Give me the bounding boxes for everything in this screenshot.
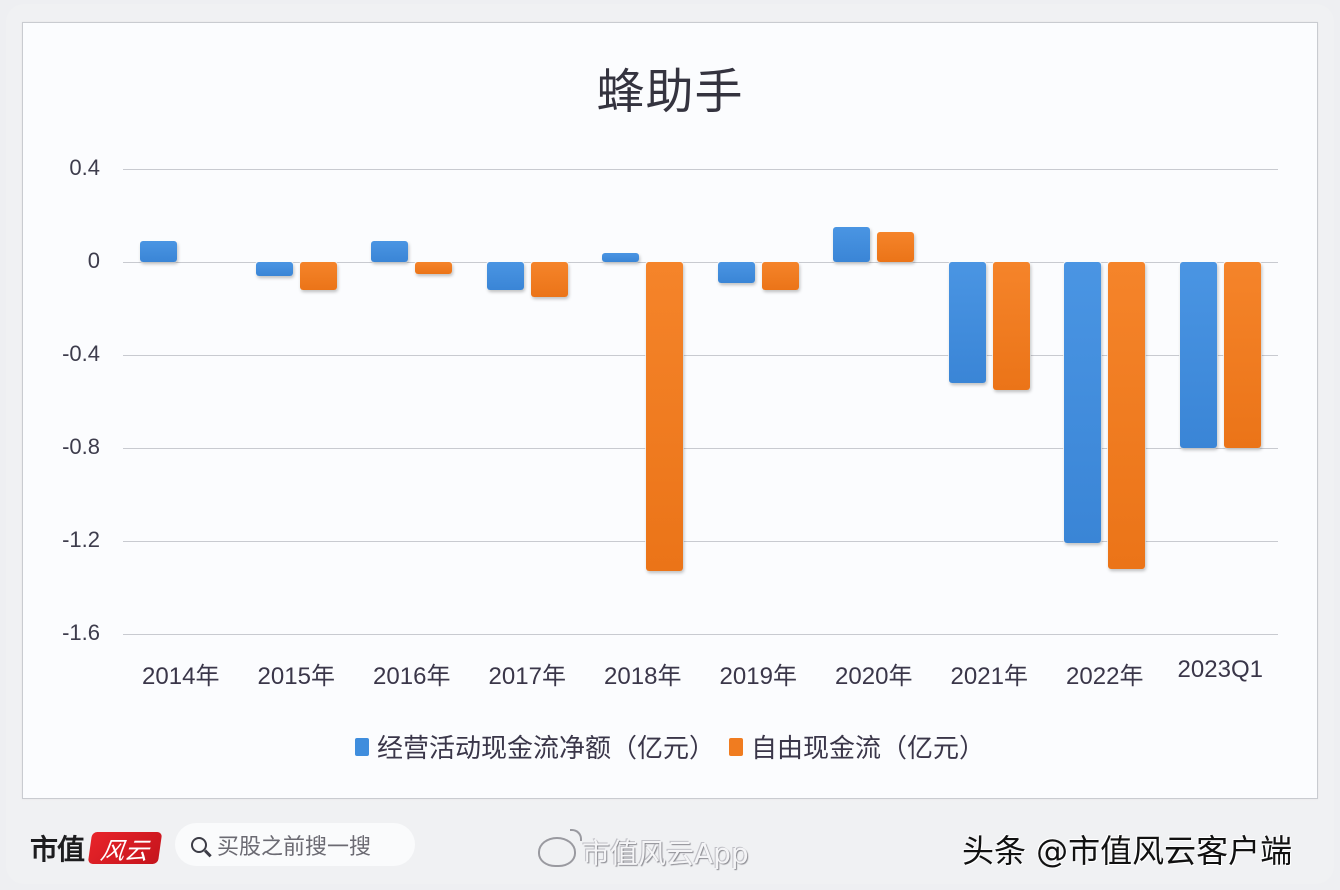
search-icon <box>191 836 207 853</box>
bar-free-cash-flow <box>1108 262 1146 569</box>
bar-operating-cash-flow <box>371 241 409 262</box>
x-tick-label: 2016年 <box>373 663 451 690</box>
x-tick-label: 2015年 <box>257 663 335 690</box>
gridline <box>123 634 1278 635</box>
gridline <box>123 541 1278 542</box>
x-tick-label: 2019年 <box>719 663 797 690</box>
bar-free-cash-flow <box>761 262 799 290</box>
x-tick-label: 2017年 <box>488 663 566 690</box>
y-tick-label: -0.8 <box>62 434 100 459</box>
y-tick-label: 0.4 <box>69 155 100 180</box>
x-tick-label: 2022年 <box>1066 663 1144 690</box>
x-tick-label: 2023Q1 <box>1177 656 1263 683</box>
legend-swatch-blue <box>354 737 369 756</box>
bar-free-cash-flow <box>530 262 568 297</box>
search-placeholder: 买股之前搜一搜 <box>217 834 372 860</box>
x-tick-label: 2021年 <box>950 663 1028 690</box>
bar-operating-cash-flow <box>717 262 755 283</box>
bar-operating-cash-flow <box>602 252 640 262</box>
weibo-icon <box>538 829 582 867</box>
chart-title: 蜂助手 <box>596 64 744 120</box>
gridline <box>123 169 1278 170</box>
bar-operating-cash-flow <box>833 227 871 262</box>
x-tick-label: 2020年 <box>835 663 913 690</box>
y-tick-label: -1.6 <box>62 620 100 645</box>
bar-free-cash-flow <box>1223 262 1261 448</box>
bar-free-cash-flow <box>299 262 337 290</box>
bar-operating-cash-flow <box>140 241 178 262</box>
bar-operating-cash-flow <box>255 262 293 276</box>
bar-free-cash-flow <box>646 262 684 572</box>
bar-free-cash-flow <box>415 262 453 274</box>
source-credit: 头条 @市值风云客户端 <box>962 832 1293 870</box>
y-tick-label: -0.4 <box>62 341 100 366</box>
weibo-label: 市值风云App <box>582 837 749 870</box>
y-tick-label: 0 <box>87 248 100 273</box>
legend-label: 经营活动现金流净额（亿元） <box>376 734 715 764</box>
weibo-watermark: 市值风云App <box>538 829 749 872</box>
legend-label: 自由现金流（亿元） <box>751 734 986 764</box>
brand-logo: 市值 风云 <box>30 828 163 868</box>
gridline <box>123 448 1278 449</box>
search-input[interactable]: 买股之前搜一搜 <box>175 823 415 866</box>
gridline <box>123 355 1278 356</box>
x-tick-label: 2014年 <box>142 663 220 690</box>
bar-operating-cash-flow <box>1179 262 1217 448</box>
x-tick-label: 2018年 <box>604 663 682 690</box>
bar-free-cash-flow <box>992 262 1030 390</box>
legend-item-free-cash-flow: 自由现金流（亿元） <box>729 728 985 765</box>
bar-operating-cash-flow <box>948 262 986 383</box>
gridline <box>123 262 1278 263</box>
bar-operating-cash-flow <box>1064 262 1102 544</box>
y-tick-label: -1.2 <box>62 527 100 552</box>
legend-swatch-orange <box>729 737 743 756</box>
bar-operating-cash-flow <box>486 262 524 290</box>
bar-free-cash-flow <box>877 231 915 262</box>
legend-item-operating-cash-flow: 经营活动现金流净额（亿元） <box>354 728 715 765</box>
logo-badge: 风云 <box>87 832 163 865</box>
chart-legend: 经营活动现金流净额（亿元） 自由现金流（亿元） <box>0 728 1340 765</box>
logo-text: 市值 <box>30 833 85 866</box>
